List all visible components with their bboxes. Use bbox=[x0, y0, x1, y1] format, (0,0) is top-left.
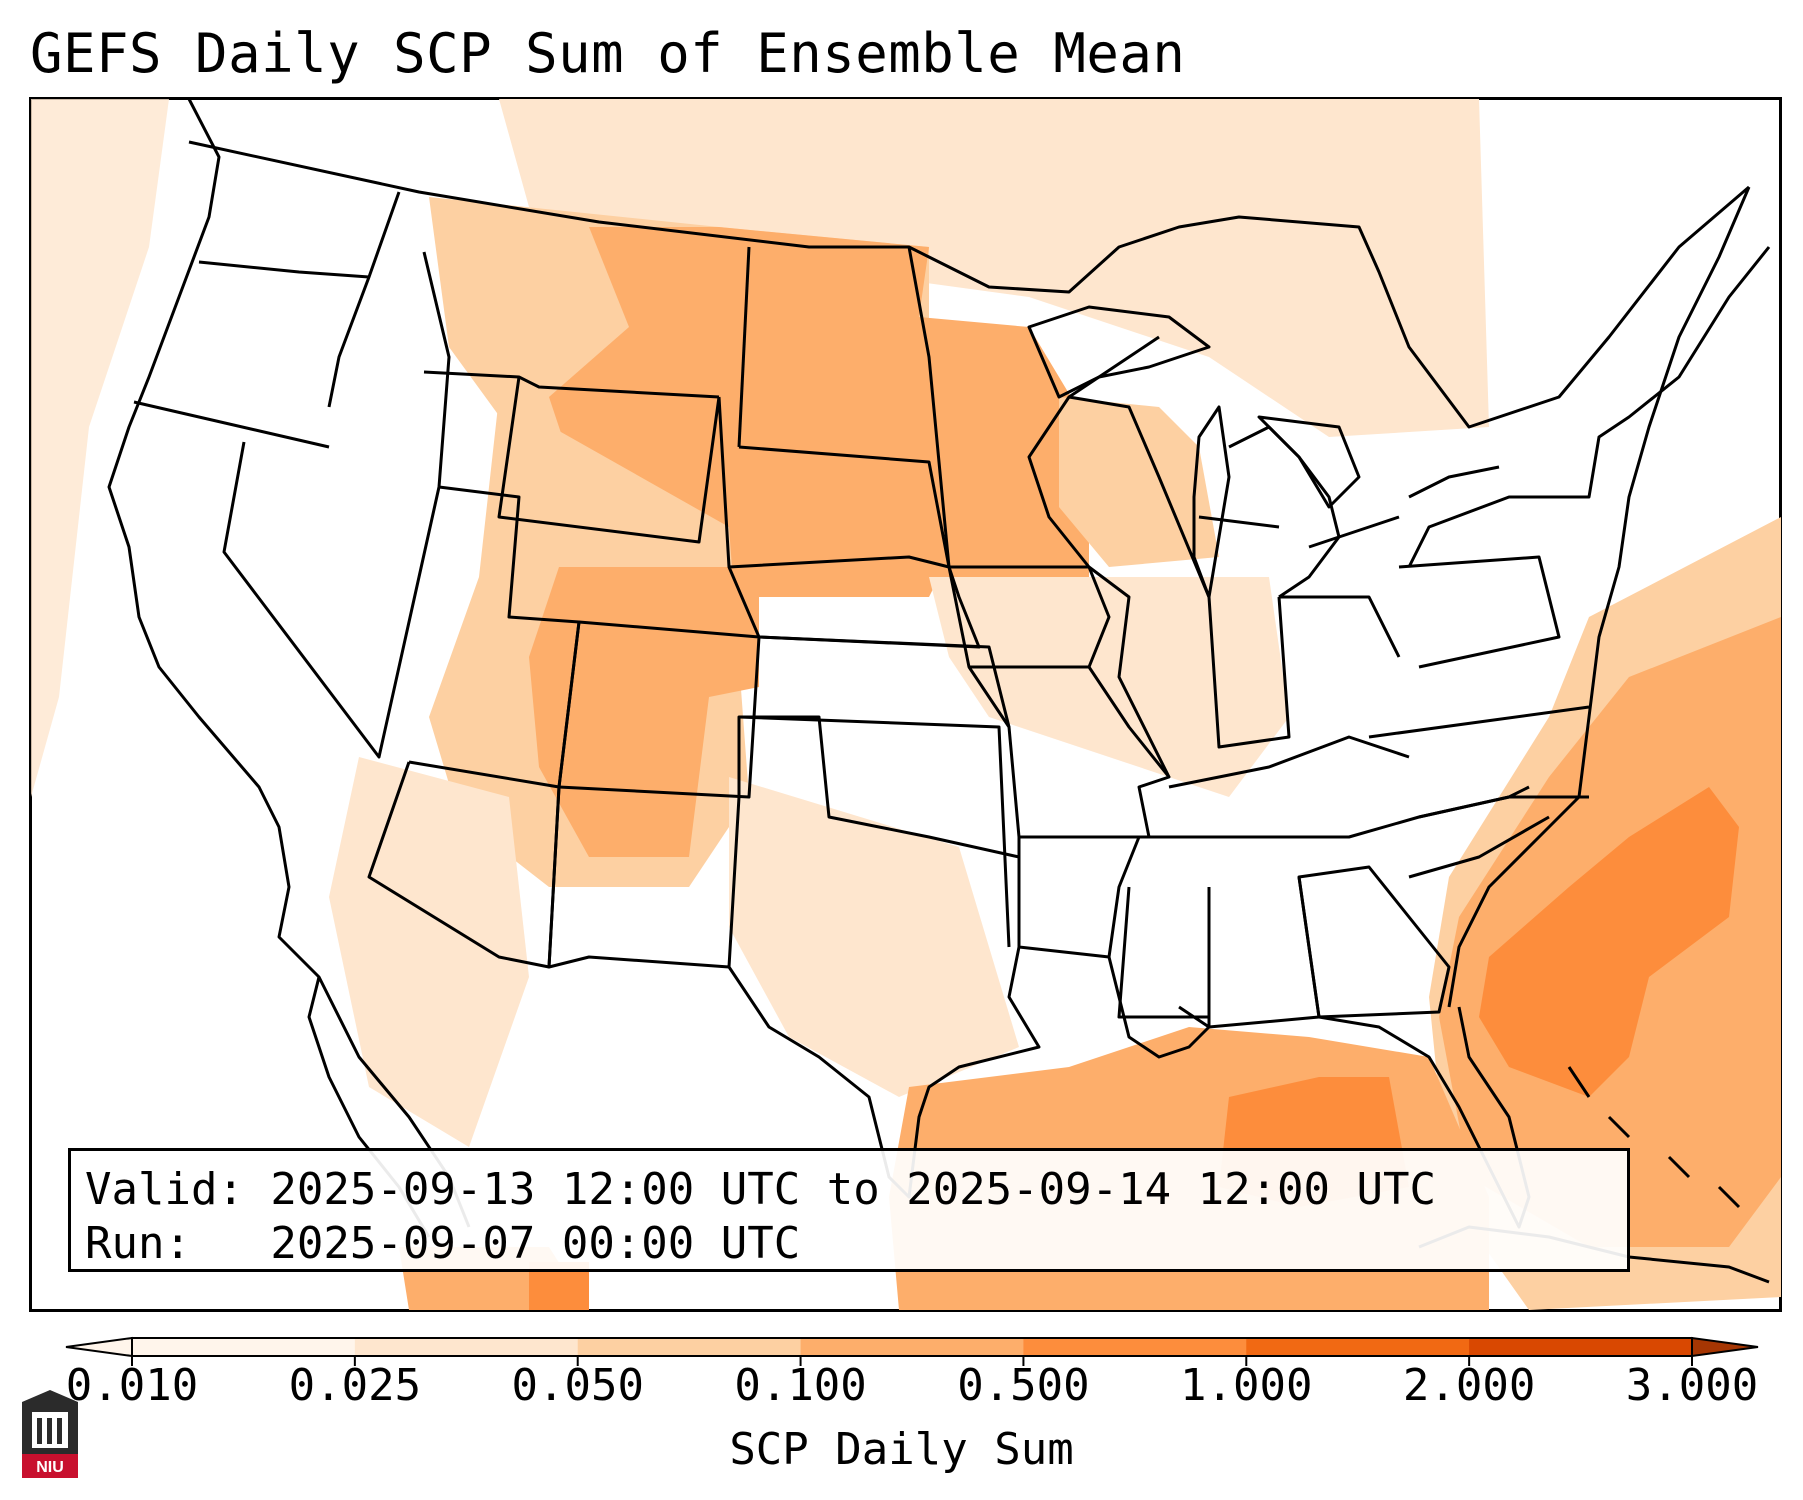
bahamas bbox=[1567, 1066, 1741, 1209]
logo-text: NIU bbox=[36, 1459, 64, 1476]
colorbar-tick-label: 3.000 bbox=[1625, 1360, 1759, 1411]
utah-border bbox=[408, 485, 581, 789]
shade-atlantic-core bbox=[1479, 787, 1739, 1097]
colorbar-segment bbox=[1469, 1338, 1693, 1356]
missouri bbox=[967, 666, 1171, 839]
run-time-text: Run: 2025-09-07 00:00 UTC bbox=[85, 1218, 801, 1269]
colorbar-segment bbox=[800, 1338, 1024, 1356]
map-panel bbox=[29, 97, 1782, 1312]
new-mexico bbox=[547, 786, 741, 969]
shade-rockies-core bbox=[529, 567, 759, 857]
colorbar-label: SCP Daily Sum bbox=[729, 1424, 1074, 1475]
colorbar-tick-label: 0.100 bbox=[734, 1360, 867, 1411]
colorbar-graphic bbox=[65, 1336, 1759, 1366]
west-coastline bbox=[107, 98, 471, 1228]
niu-logo-icon: NIU bbox=[20, 1388, 80, 1480]
scp-map bbox=[29, 97, 1782, 1312]
us-canada-border bbox=[188, 140, 1750, 429]
ohio-pennsylvania bbox=[1279, 555, 1561, 669]
virginia-carolina bbox=[1368, 705, 1590, 879]
kentucky bbox=[1168, 735, 1410, 789]
oklahoma bbox=[738, 715, 1011, 948]
state-boundaries-layer bbox=[107, 98, 1771, 1284]
idaho-montana bbox=[422, 251, 451, 488]
colorbar-tick-label: 0.050 bbox=[511, 1360, 644, 1411]
colorbar-extend-min bbox=[65, 1336, 133, 1358]
north-dakota bbox=[737, 246, 751, 448]
colorbar-segment bbox=[577, 1338, 802, 1356]
colorbar-segment bbox=[1023, 1338, 1247, 1356]
colorbar-tick-label: 0.010 bbox=[65, 1360, 199, 1411]
shade-texas bbox=[729, 777, 1019, 1097]
colorbar-segment bbox=[132, 1338, 356, 1356]
colorbar-tick-label: 0.500 bbox=[957, 1360, 1090, 1411]
texas bbox=[727, 715, 1041, 1199]
valid-time-text: Valid: 2025-09-13 12:00 UTC to 2025-09-1… bbox=[85, 1164, 1437, 1215]
shade-southwest bbox=[329, 757, 529, 1147]
washington-oregon-border bbox=[198, 260, 370, 279]
lake-huron bbox=[1257, 415, 1361, 509]
shade-north-canada bbox=[499, 99, 1489, 437]
valid-run-info-box: Valid: 2025-09-13 12:00 UTC to 2025-09-1… bbox=[68, 1148, 1630, 1272]
lake-erie-ontario bbox=[1308, 465, 1500, 549]
page-title: GEFS Daily SCP Sum of Ensemble Mean bbox=[30, 22, 1186, 85]
new-england bbox=[1407, 246, 1771, 568]
colorbar-tick-label: 1.000 bbox=[1180, 1360, 1313, 1411]
illinois-indiana bbox=[1088, 565, 1291, 778]
colorbar bbox=[60, 1310, 1760, 1390]
nebraska bbox=[717, 396, 981, 649]
colorado bbox=[557, 620, 761, 799]
colorbar-segment bbox=[354, 1338, 579, 1356]
lake-superior bbox=[1027, 305, 1211, 399]
colorbar-extend-max bbox=[1691, 1336, 1759, 1358]
shade-west-coast-ocean bbox=[31, 99, 169, 797]
east-coastline bbox=[1447, 186, 1751, 1008]
shade-mexico-south-core bbox=[529, 1262, 589, 1310]
louisiana bbox=[1107, 956, 1211, 1059]
nevada-border bbox=[222, 441, 441, 759]
montana-south bbox=[423, 370, 720, 399]
idaho-west-border bbox=[327, 191, 401, 408]
shade-midwest bbox=[929, 577, 1289, 797]
colorbar-tick-label: 0.025 bbox=[288, 1360, 422, 1411]
colorbar-tick-label: 2.000 bbox=[1402, 1360, 1536, 1411]
oregon-california-border bbox=[133, 400, 330, 449]
wisconsin-michigan bbox=[1068, 395, 1280, 598]
lake-michigan bbox=[1192, 405, 1231, 599]
colorbar-outline bbox=[131, 1337, 1693, 1357]
colorbar-segment bbox=[1246, 1338, 1470, 1356]
south-dakota bbox=[738, 445, 951, 568]
wyoming bbox=[497, 376, 721, 544]
